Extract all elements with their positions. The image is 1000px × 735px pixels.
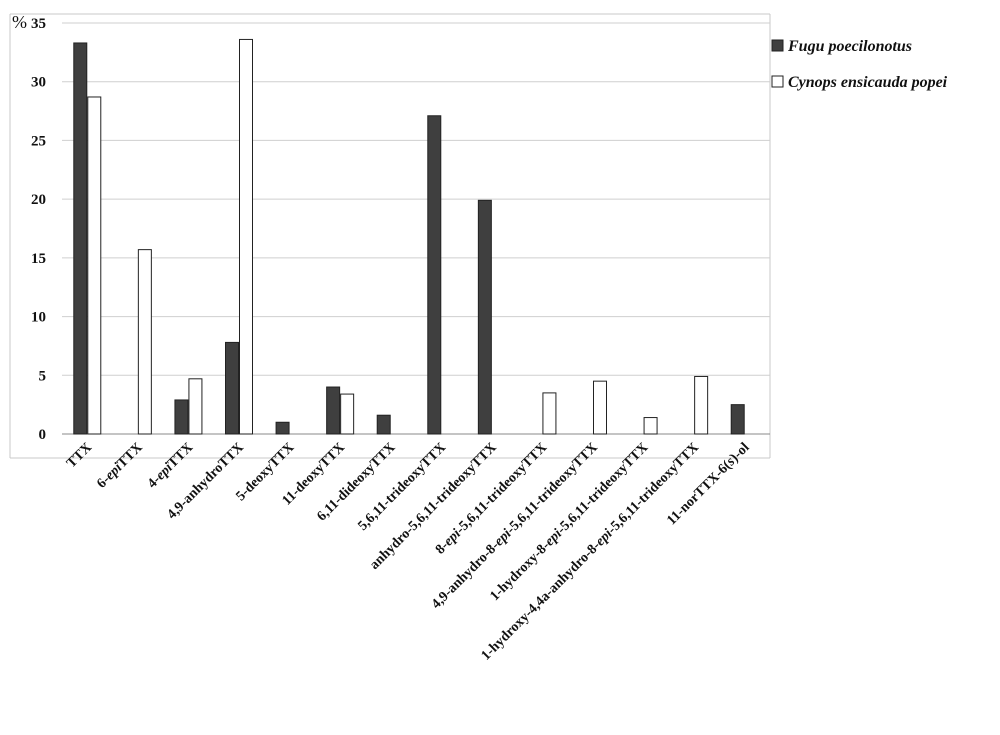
bar-fugu: [225, 341, 239, 435]
bar-cynops: [593, 380, 607, 435]
x-tick-label: 6-epiTTX: [94, 440, 145, 491]
legend-label-cynops: Cynops ensicauda popei: [788, 74, 948, 91]
bar-cynops: [239, 38, 253, 435]
bar-fugu: [376, 414, 391, 435]
bar-fugu: [730, 404, 745, 435]
x-tick-label: TTX: [64, 440, 95, 471]
x-tick-label: 4-epiTTX: [145, 440, 196, 491]
y-tick-label: 5: [39, 368, 47, 384]
bar-cynops: [87, 96, 102, 435]
bar-fugu: [326, 386, 341, 435]
bar-fugu: [477, 199, 492, 435]
legend-swatch-cynops: [771, 75, 784, 88]
y-tick-label: 25: [31, 133, 46, 149]
bar-cynops: [643, 417, 658, 435]
bar-cynops: [542, 392, 557, 435]
y-tick-label: 10: [31, 310, 46, 326]
legend: Fugu poecilonotus Cynops ensicauda popei: [771, 38, 948, 91]
x-tick-label: 5,6,11-trideoxyTTX: [355, 440, 449, 534]
bar-cynops: [188, 378, 203, 435]
bar-cynops: [340, 393, 355, 435]
legend-swatch-fugu: [771, 39, 784, 52]
bar-fugu: [275, 421, 290, 435]
bar-cynops: [694, 375, 709, 435]
bars: [73, 38, 745, 435]
y-axis-ticks: 0 5 10 15 20 25 30 35: [31, 16, 46, 443]
gridlines: [62, 22, 770, 435]
bar-fugu: [174, 399, 189, 435]
legend-label-fugu: Fugu poecilonotus: [787, 38, 912, 55]
y-axis-label: %: [12, 12, 27, 32]
y-tick-label: 30: [31, 75, 46, 91]
y-tick-label: 15: [31, 251, 46, 267]
x-axis-ticks: TTX6-epiTTX4-epiTTX4,9-anhydroTTX5-deoxy…: [64, 440, 752, 663]
y-tick-label: 20: [31, 192, 46, 208]
bar-fugu: [73, 42, 88, 435]
y-tick-label: 35: [31, 16, 46, 32]
bar-fugu: [427, 115, 442, 435]
bar-cynops: [137, 249, 152, 435]
y-tick-label: 0: [39, 427, 47, 443]
